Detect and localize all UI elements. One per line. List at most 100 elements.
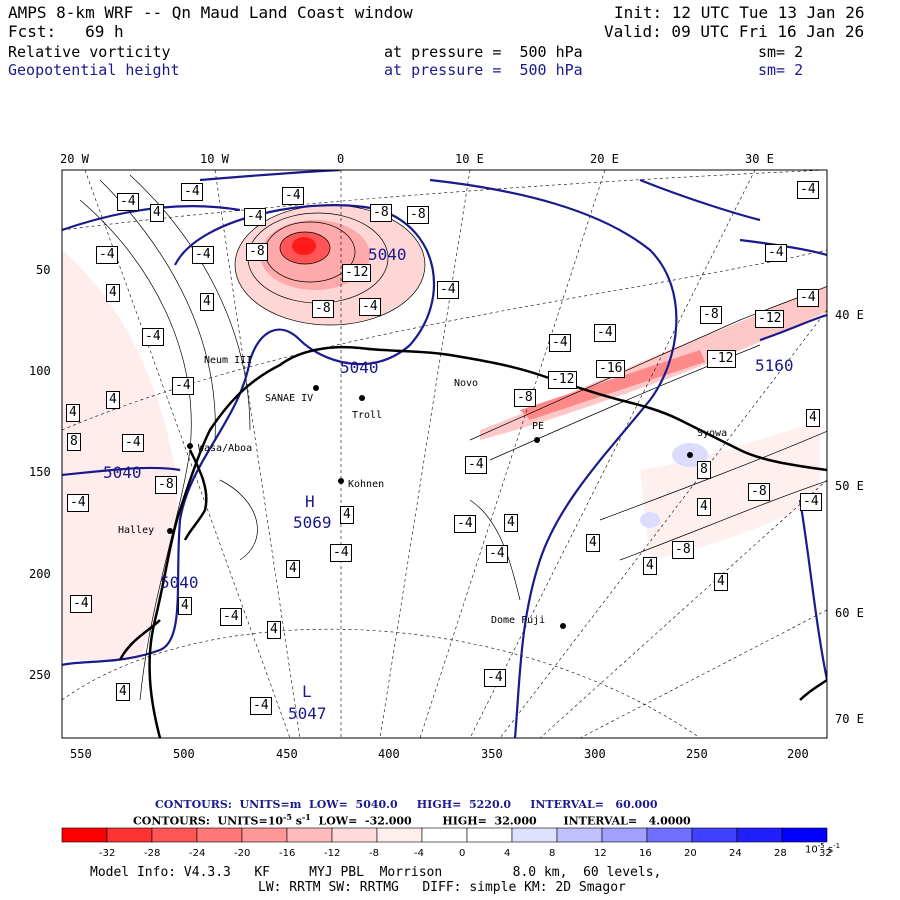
vort-label: -8 — [514, 389, 536, 407]
colorbar-tick-label: -28 — [144, 848, 161, 859]
vort-label: 4 — [106, 284, 120, 302]
colorbar-units-exp2: -1 — [833, 842, 841, 850]
lon-label-20w: 20 W — [60, 152, 89, 166]
vort-label: 4 — [340, 506, 354, 524]
colorbar-tick-label: -4 — [414, 848, 424, 859]
y-tick-100: 100 — [29, 364, 51, 378]
lon-label-40e: 40 E — [835, 308, 864, 322]
vort-label: -4 — [172, 377, 194, 395]
contours-vort-prefix: CONTOURS: UNITS=10 — [133, 814, 284, 828]
x-tick-250: 250 — [686, 747, 708, 761]
vort-label: -12 — [755, 310, 785, 328]
title: AMPS 8-km WRF -- Qn Maud Land Coast wind… — [8, 3, 413, 22]
field2-level: at pressure = 500 hPa — [384, 61, 583, 79]
colorbar-tick-label: -16 — [279, 848, 296, 859]
vort-label: -8 — [672, 541, 694, 559]
colorbar-tick-label: 8 — [549, 848, 556, 859]
colorbar-cell — [421, 827, 468, 843]
colorbar-cell — [511, 827, 558, 843]
colorbar-units: 10-5 s-1 — [805, 842, 840, 855]
height-label-5160: 5160 — [755, 356, 794, 375]
vort-label: -4 — [594, 324, 616, 342]
station-halley: Halley — [118, 525, 155, 536]
colorbar-tick-label: 12 — [594, 848, 607, 859]
station-syowa: Syowa — [697, 428, 728, 439]
valid-time: Valid: 09 UTC Fri 16 Jan 26 — [604, 22, 865, 41]
vort-label: -4 — [330, 544, 352, 562]
init-time: Init: 12 UTC Tue 13 Jan 26 — [614, 3, 865, 22]
colorbar-tick-label: -20 — [234, 848, 251, 859]
x-tick-400: 400 — [378, 747, 400, 761]
field1-name: Relative vorticity — [8, 43, 171, 61]
vort-label: -8 — [748, 483, 770, 501]
vort-label: 4 — [806, 409, 820, 427]
high-value: 5069 — [293, 513, 332, 532]
vort-area-peak — [292, 237, 316, 255]
vort-label: 4 — [106, 391, 120, 409]
colorbar — [61, 827, 828, 843]
vort-label: -4 — [797, 289, 819, 307]
vort-label: -4 — [244, 208, 266, 226]
vort-label: -4 — [142, 328, 164, 346]
colorbar-cell — [61, 827, 108, 843]
y-tick-150: 150 — [29, 465, 51, 479]
vort-label: -4 — [117, 193, 139, 211]
colorbar-tick-label: 4 — [504, 848, 511, 859]
y-tick-50: 50 — [36, 263, 51, 277]
station-kohnen: Kohnen — [348, 479, 385, 490]
vort-label: 4 — [116, 683, 130, 701]
station-wasa: Wasa/Aboa — [198, 443, 253, 454]
vort-label: 8 — [697, 461, 711, 479]
vort-area-positive-2 — [640, 512, 660, 528]
colorbar-cell — [241, 827, 288, 843]
colorbar-cell — [106, 827, 153, 843]
lon-label-20e: 20 E — [590, 152, 619, 166]
vort-label: -12 — [548, 371, 578, 389]
vort-label: 4 — [150, 204, 164, 222]
height-label-5040-d: 5040 — [160, 573, 199, 592]
vort-label: -8 — [370, 204, 392, 222]
colorbar-units-base: 10 — [805, 844, 818, 856]
vort-label: -4 — [67, 494, 89, 512]
model-physics: LW: RRTM SW: RRTMG DIFF: simple KM: 2D S… — [258, 880, 626, 895]
station-novo: Novo — [454, 378, 479, 389]
colorbar-cell — [601, 827, 648, 843]
station-neumayer: Neum III — [204, 355, 253, 366]
vort-label: -4 — [797, 181, 819, 199]
coastline — [118, 345, 827, 738]
vort-label: 4 — [714, 573, 728, 591]
height-label-5040-c: 5040 — [103, 463, 142, 482]
x-tick-550: 550 — [70, 747, 92, 761]
colorbar-units-exp: -5 — [817, 842, 825, 850]
vort-label: -8 — [700, 306, 722, 324]
lon-label-50e: 50 E — [835, 479, 864, 493]
contours-vort-info: CONTOURS: UNITS=10-5 s-1 LOW= -32.000 HI… — [133, 812, 691, 828]
vort-label: 4 — [200, 293, 214, 311]
vort-label: -4 — [484, 669, 506, 687]
colorbar-cell — [466, 827, 513, 843]
colorbar-cell — [691, 827, 738, 843]
x-tick-200: 200 — [787, 747, 809, 761]
vort-label: -4 — [96, 246, 118, 264]
field1-level: at pressure = 500 hPa — [384, 43, 583, 61]
colorbar-cell — [331, 827, 378, 843]
lon-label-0: 0 — [337, 152, 345, 166]
colorbar-tick-label: 16 — [639, 848, 652, 859]
vort-label: -4 — [800, 493, 822, 511]
station-domefuji: Dome Fuji — [491, 615, 546, 626]
station-troll: Troll — [352, 410, 383, 421]
x-tick-300: 300 — [584, 747, 606, 761]
vort-area-se — [640, 420, 820, 560]
lon-label-60e: 60 E — [835, 606, 864, 620]
colorbar-cell — [151, 827, 198, 843]
vort-label: 8 — [67, 433, 81, 451]
colorbar-tick-label: 24 — [729, 848, 742, 859]
high-letter: H — [305, 492, 315, 511]
vort-label: -4 — [549, 334, 571, 352]
vort-label: -4 — [765, 244, 787, 262]
lon-label-10w: 10 W — [200, 152, 229, 166]
graticule — [62, 170, 827, 738]
contours-vort-s: s — [291, 814, 302, 828]
colorbar-cell — [646, 827, 693, 843]
